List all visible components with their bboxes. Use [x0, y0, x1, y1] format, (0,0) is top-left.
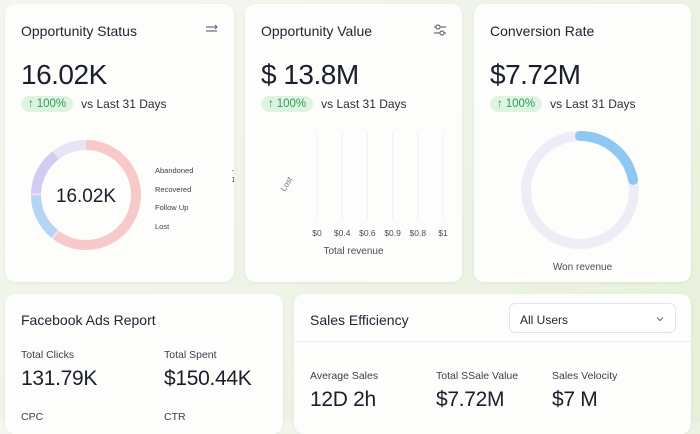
- legend-item: Lost- 2078: [155, 221, 170, 231]
- x-tick-label: $0: [312, 228, 322, 238]
- total-spent-label: Total Spent: [164, 349, 217, 361]
- legend-item: Recovered- 3078: [155, 184, 192, 194]
- gauge-label: Won revenue: [552, 262, 613, 273]
- divider: [294, 341, 691, 342]
- opportunity-value-title: Opportunity Value: [261, 23, 373, 39]
- facebook-ads-card: Facebook Ads Report Total Clicks 131.79K…: [5, 294, 283, 434]
- total-clicks-value: 131.79K: [21, 367, 98, 390]
- total-sale-value-label: Total SSale Value: [436, 370, 519, 382]
- conversion-gauge: [521, 131, 639, 249]
- trend-badge: ↑ 100%: [21, 96, 74, 112]
- x-tick-label: $0.6: [359, 228, 376, 238]
- facebook-ads-title: Facebook Ads Report: [21, 312, 156, 328]
- arrow-up-icon: ↑: [497, 98, 503, 110]
- average-sales-value: 12D 2h: [310, 388, 376, 411]
- y-category-label: Lost: [279, 175, 295, 193]
- conversion-rate-title: Conversion Rate: [490, 23, 595, 39]
- x-tick-label: $0.9: [384, 228, 401, 238]
- opportunity-status-trend: ↑ 100% vs Last 31 Days: [21, 96, 167, 112]
- trend-text: vs Last 31 Days: [550, 97, 636, 111]
- sales-velocity-label: Sales Velocity: [552, 370, 618, 382]
- legend-item: Abandoned- 12724: [155, 166, 234, 184]
- trend-text: vs Last 31 Days: [81, 97, 167, 111]
- total-sale-value-value: $7.72M: [436, 388, 505, 411]
- sales-efficiency-card: Sales Efficiency All Users Average Sales…: [294, 294, 691, 434]
- average-sales-label: Average Sales: [310, 370, 379, 382]
- sales-efficiency-title: Sales Efficiency: [310, 312, 409, 328]
- ctr-label: CTR: [164, 411, 186, 423]
- opportunity-value-chart: Lost: [279, 132, 444, 220]
- status-legend: Abandoned- 12724 Recovered- 3078 Follow …: [155, 166, 234, 240]
- legend-item: Follow Up- 3078: [155, 203, 189, 212]
- opportunity-status-value: 16.02K: [21, 59, 107, 90]
- donut-slice-abandoned: [31, 140, 141, 250]
- x-tick-label: $0.4: [333, 228, 351, 238]
- trend-badge: ↑ 100%: [261, 96, 314, 112]
- opportunity-value-trend: ↑ 100% vs Last 31 Days: [261, 96, 407, 112]
- opportunity-value-card: Opportunity Value $ 13.8M ↑ 100% vs Last …: [245, 4, 462, 282]
- cpc-label: CPC: [21, 411, 44, 423]
- total-spent-value: $150.44K: [164, 367, 252, 390]
- opportunity-status-title: Opportunity Status: [21, 23, 137, 39]
- filter-settings-icon[interactable]: [432, 22, 448, 38]
- opportunity-status-card: Opportunity Status 16.02K ↑ 100% vs Last …: [5, 4, 234, 282]
- conversion-rate-value: $7.72M: [490, 59, 581, 90]
- arrow-up-icon: ↑: [268, 98, 274, 110]
- arrow-up-icon: ↑: [28, 98, 34, 110]
- trend-badge: ↑ 100%: [490, 96, 543, 112]
- chart-x-title: Total revenue: [323, 246, 384, 257]
- opportunity-status-donut: 16.02K: [31, 140, 141, 250]
- sort-icon[interactable]: [204, 22, 220, 38]
- opportunity-value-value: $ 13.8M: [261, 59, 359, 90]
- x-tick-label: $1: [438, 228, 448, 238]
- x-tick-label: $0.8: [409, 228, 427, 238]
- chevron-down-icon: [656, 317, 664, 322]
- total-clicks-label: Total Clicks: [21, 349, 75, 361]
- gauge-progress-arc: [575, 131, 639, 185]
- conversion-rate-trend: ↑ 100% vs Last 31 Days: [490, 96, 636, 112]
- user-filter-select[interactable]: All Users: [509, 303, 676, 333]
- sales-velocity-value: $7 M: [552, 388, 598, 411]
- user-filter-value: All Users: [520, 313, 569, 327]
- trend-text: vs Last 31 Days: [321, 97, 407, 111]
- conversion-rate-card: Conversion Rate $7.72M ↑ 100% vs Last 31 …: [474, 4, 691, 282]
- donut-center-value: 16.02K: [56, 186, 117, 207]
